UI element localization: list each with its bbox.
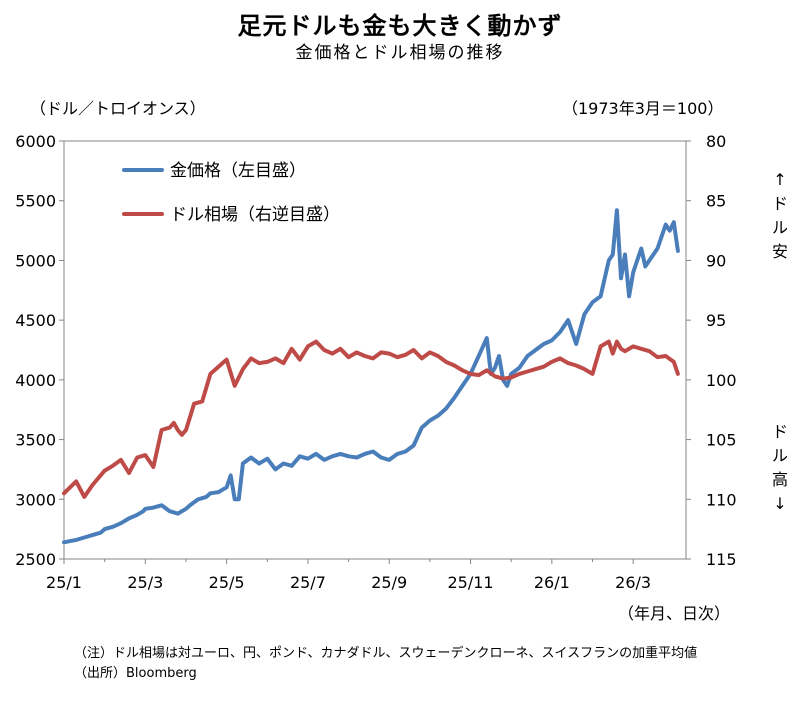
x-tick-label: 25/1: [46, 573, 82, 592]
side-char: ル: [771, 446, 788, 465]
side-char: 高: [771, 470, 788, 489]
legend-gold-label: 金価格（左目盛）: [170, 161, 306, 181]
dollar-weak-label: ↑ ド ル 安: [765, 168, 795, 264]
chart-title: 足元ドルも金も大きく動かず: [237, 12, 563, 40]
arrow-up-icon: ↑: [773, 170, 787, 189]
dollar-index-line: [62, 339, 680, 499]
legend-dollar-label: ドル相場（右逆目盛）: [170, 205, 340, 225]
side-char: ル: [771, 218, 788, 237]
left-tick-label: 4500: [15, 311, 56, 330]
left-tick-label: 4000: [15, 371, 56, 390]
source-text: （出所）Bloomberg: [74, 666, 197, 681]
right-tick-label: 85: [706, 192, 726, 211]
left-tick-label: 6000: [15, 132, 56, 151]
right-tick-label: 90: [706, 251, 726, 270]
note-text: （注）ドル相場は対ユーロ、円、ポンド、カナダドル、スウェーデンクローネ、スイスフ…: [74, 646, 698, 661]
x-tick-label: 25/7: [290, 573, 326, 592]
plot-frame: [63, 140, 687, 560]
right-tick-label: 115: [706, 550, 737, 569]
right-tick-label: 110: [706, 490, 737, 509]
left-tick-label: 2500: [15, 550, 56, 569]
x-tick-label: 26/3: [615, 573, 651, 592]
right-axis-unit: （1973年3月＝100）: [562, 99, 724, 118]
left-tick-label: 5500: [15, 192, 56, 211]
x-tick-label: 25/11: [447, 573, 493, 592]
left-tick-label: 3000: [15, 490, 56, 509]
left-axis-unit: （ドル／トロイオンス）: [30, 99, 206, 118]
x-axis-unit: （年月、日次）: [618, 604, 731, 623]
chart-subtitle: 金価格とドル相場の推移: [295, 43, 505, 63]
x-tick-label: 25/5: [209, 573, 245, 592]
notes: （注）ドル相場は対ユーロ、円、ポンド、カナダドル、スウェーデンクローネ、スイスフ…: [74, 644, 714, 684]
x-tick-label: 26/1: [534, 573, 570, 592]
left-tick-label: 3500: [15, 431, 56, 450]
right-tick-label: 80: [706, 132, 726, 151]
dollar-strong-label: ド ル 高 ↓: [765, 420, 795, 516]
arrow-down-icon: ↓: [773, 494, 787, 513]
right-tick-label: 105: [706, 431, 737, 450]
right-tick-label: 100: [706, 371, 737, 390]
left-tick-label: 5000: [15, 251, 56, 270]
side-char: 安: [771, 242, 788, 261]
gold-price-line: [62, 208, 680, 545]
right-tick-label: 95: [706, 311, 726, 330]
side-char: ド: [771, 422, 788, 441]
x-tick-label: 25/9: [371, 573, 407, 592]
x-tick-label: 25/3: [127, 573, 163, 592]
side-char: ド: [771, 194, 788, 213]
